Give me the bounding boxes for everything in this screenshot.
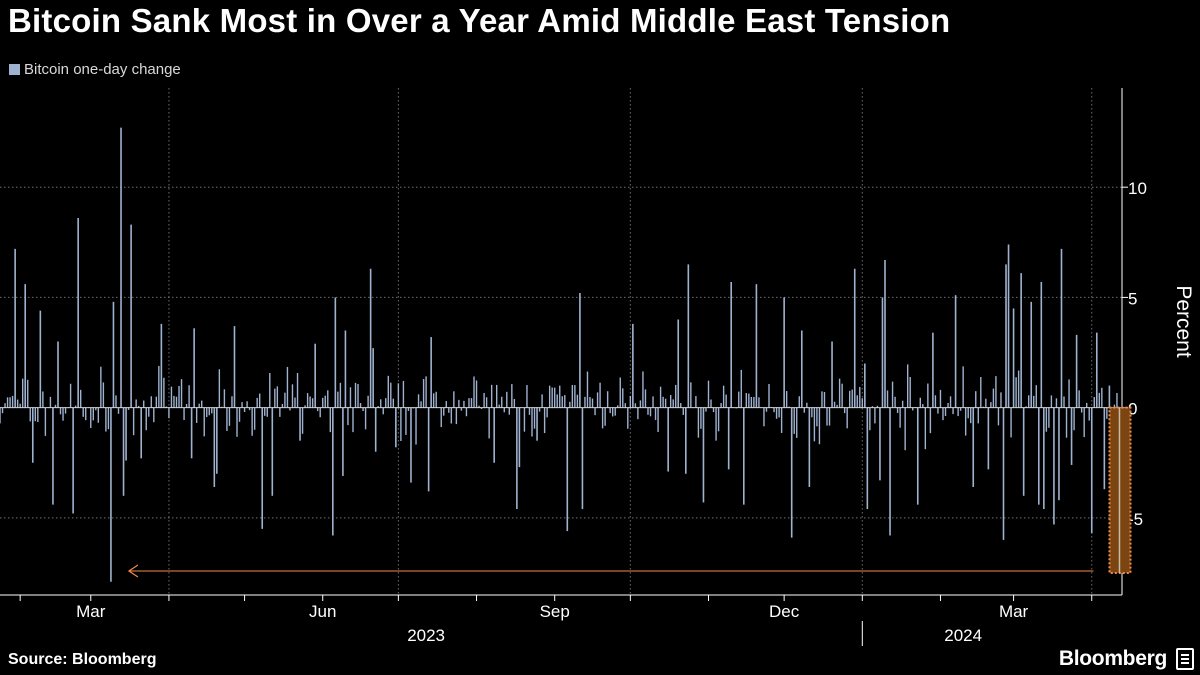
y-axis-label: Percent <box>1172 285 1195 358</box>
y-tick-label: 10 <box>1128 179 1147 198</box>
legend-label: Bitcoin one-day change <box>24 61 181 78</box>
x-tick-label: Dec <box>769 602 800 621</box>
x-tick-label: Jun <box>309 602 336 621</box>
x-year-label: 2024 <box>944 626 982 645</box>
y-tick-label: -5 <box>1128 510 1143 529</box>
legend-swatch <box>9 64 20 75</box>
x-year-label: 2023 <box>407 626 445 645</box>
y-tick-label: 0 <box>1128 400 1137 419</box>
comparison-arrow-head <box>127 564 139 578</box>
y-tick-label: 5 <box>1128 289 1137 308</box>
source-note: Source: Bloomberg <box>8 651 157 668</box>
x-tick-label: Mar <box>76 602 106 621</box>
chart-title: Bitcoin Sank Most in Over a Year Amid Mi… <box>8 2 951 39</box>
bloomberg-logo: Bloomberg <box>1058 647 1167 670</box>
legend: Bitcoin one-day change <box>9 61 181 78</box>
bloomberg-terminal-icon <box>1176 648 1194 670</box>
x-tick-label: Sep <box>540 602 570 621</box>
x-tick-label: Mar <box>999 602 1029 621</box>
